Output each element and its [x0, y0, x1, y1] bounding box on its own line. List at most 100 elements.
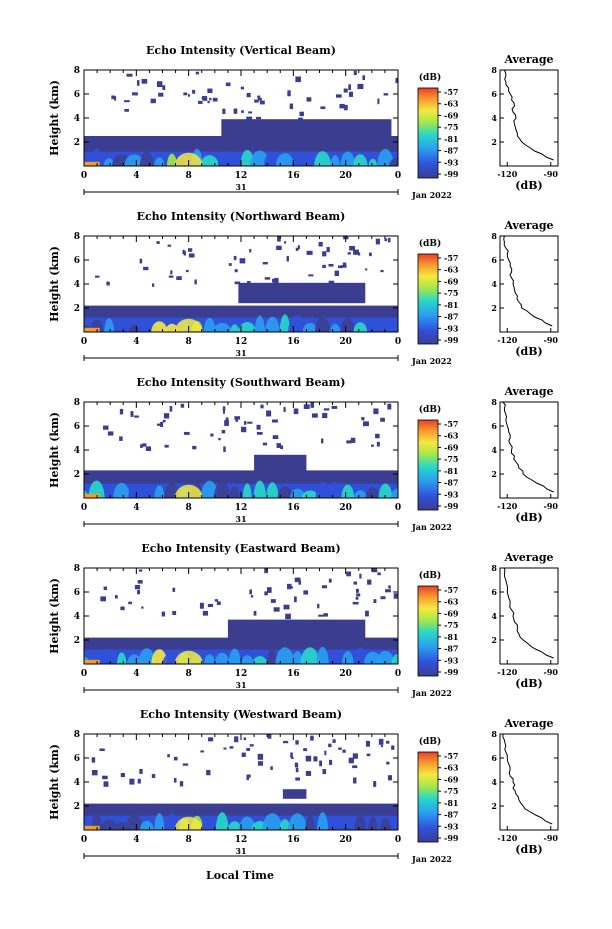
echo-speck [323, 613, 329, 617]
profile-x-tick-label: -120 [497, 501, 517, 511]
x-tick-label: 16 [287, 337, 300, 347]
echo-speck [365, 268, 368, 271]
echo-cell [228, 648, 241, 664]
echo-speck [353, 581, 358, 585]
x-tick-label: 16 [287, 171, 300, 181]
echo-cell [114, 822, 129, 830]
profile-x-tick-label: -90 [544, 833, 559, 843]
echo-speck [185, 269, 189, 273]
echo-cell [240, 655, 254, 664]
profile-y-tick-label: 4 [491, 611, 497, 621]
echo-cell [127, 654, 142, 664]
echo-speck [172, 587, 176, 592]
date-label: 31 [235, 680, 246, 690]
echo-speck [274, 277, 279, 284]
colorbar-tick-label: -63 [444, 431, 459, 441]
echo-speck [202, 610, 209, 616]
y-tick-label: 6 [74, 90, 80, 100]
x-tick-label: 20 [339, 835, 352, 845]
echo-speck [214, 599, 219, 602]
echo-speck [324, 750, 327, 756]
echo-speck [156, 241, 160, 244]
echo-speck [114, 595, 118, 599]
echo-cell [212, 322, 232, 332]
echo-speck [299, 111, 304, 117]
x-tick-label: 12 [235, 171, 248, 181]
x-tick-label: 0 [81, 337, 87, 347]
profile-y-tick-label: 8 [491, 729, 497, 739]
profile-y-tick-label: 2 [491, 303, 497, 313]
echo-speck [256, 424, 261, 430]
echo-speck [303, 404, 310, 409]
echo-cell [390, 322, 398, 332]
month-label: Jan 2022 [411, 190, 452, 200]
echo-speck [164, 444, 169, 448]
echo-speck [322, 251, 327, 257]
echo-cell [342, 817, 354, 830]
echo-cell [317, 812, 329, 830]
echo-cell [125, 813, 143, 830]
echo-cell [139, 820, 154, 830]
echo-speck [134, 584, 141, 590]
echo-speck [284, 241, 287, 244]
colorbar-tick-label: -81 [444, 134, 458, 144]
echo-cell [225, 151, 245, 166]
echo-speck [395, 77, 398, 84]
profile-y-tick-label: 8 [491, 65, 497, 75]
y-tick-label: 6 [74, 754, 80, 764]
echo-cell [117, 652, 127, 664]
echo-speck [195, 71, 199, 75]
x-tick-label: 12 [235, 337, 248, 347]
echo-speck [352, 753, 358, 759]
echo-speck [124, 100, 130, 103]
echo-speck [223, 446, 226, 452]
echo-speck [290, 752, 293, 758]
echo-cloud-layer [227, 619, 366, 644]
echo-speck [285, 613, 291, 620]
echo-speck [172, 610, 177, 615]
echo-speck [298, 117, 303, 121]
echo-cell [368, 158, 378, 166]
echo-cell [139, 151, 154, 166]
profile-line [503, 567, 554, 659]
echo-speck [222, 406, 226, 411]
y-axis-label: Height (km) [48, 80, 61, 156]
echo-cell [154, 813, 165, 830]
echo-cell [238, 321, 256, 332]
x-tick-label: 0 [395, 503, 401, 513]
colorbar-tick-label: -75 [444, 288, 458, 298]
echo-speck [306, 250, 313, 255]
y-tick-label: 8 [74, 232, 80, 242]
colorbar-tick-label: -81 [444, 466, 458, 476]
profile-y-tick-label: 6 [491, 753, 497, 763]
echo-speck [233, 255, 237, 261]
colorbar-tick-label: -69 [444, 276, 459, 286]
x-tick-label: 8 [186, 669, 192, 679]
echo-cell [154, 485, 165, 498]
echo-speck [248, 774, 251, 778]
profile-y-tick-label: 4 [491, 279, 497, 289]
echo-speck [353, 249, 360, 255]
echo-speck [130, 411, 134, 417]
echo-speck [234, 736, 239, 743]
echo-speck [328, 759, 333, 765]
echo-speck [259, 100, 265, 105]
echo-speck [318, 614, 324, 617]
echo-speck [194, 279, 197, 285]
colorbar [417, 585, 439, 677]
echo-speck [367, 579, 372, 585]
echo-speck [234, 416, 241, 420]
echo-speck [264, 568, 268, 574]
echo-speck [328, 280, 335, 286]
echo-cell [341, 484, 355, 498]
echo-speck [272, 419, 278, 423]
echo-cell [377, 148, 394, 166]
x-tick-label: 8 [186, 337, 192, 347]
echo-speck [167, 754, 170, 758]
y-tick-label: 2 [74, 138, 80, 148]
y-axis-label: Height (km) [48, 246, 61, 322]
echo-speck [183, 431, 190, 435]
echo-speck [328, 743, 332, 748]
echo-speck [192, 89, 196, 94]
profile-x-tick-label: -90 [544, 667, 559, 677]
